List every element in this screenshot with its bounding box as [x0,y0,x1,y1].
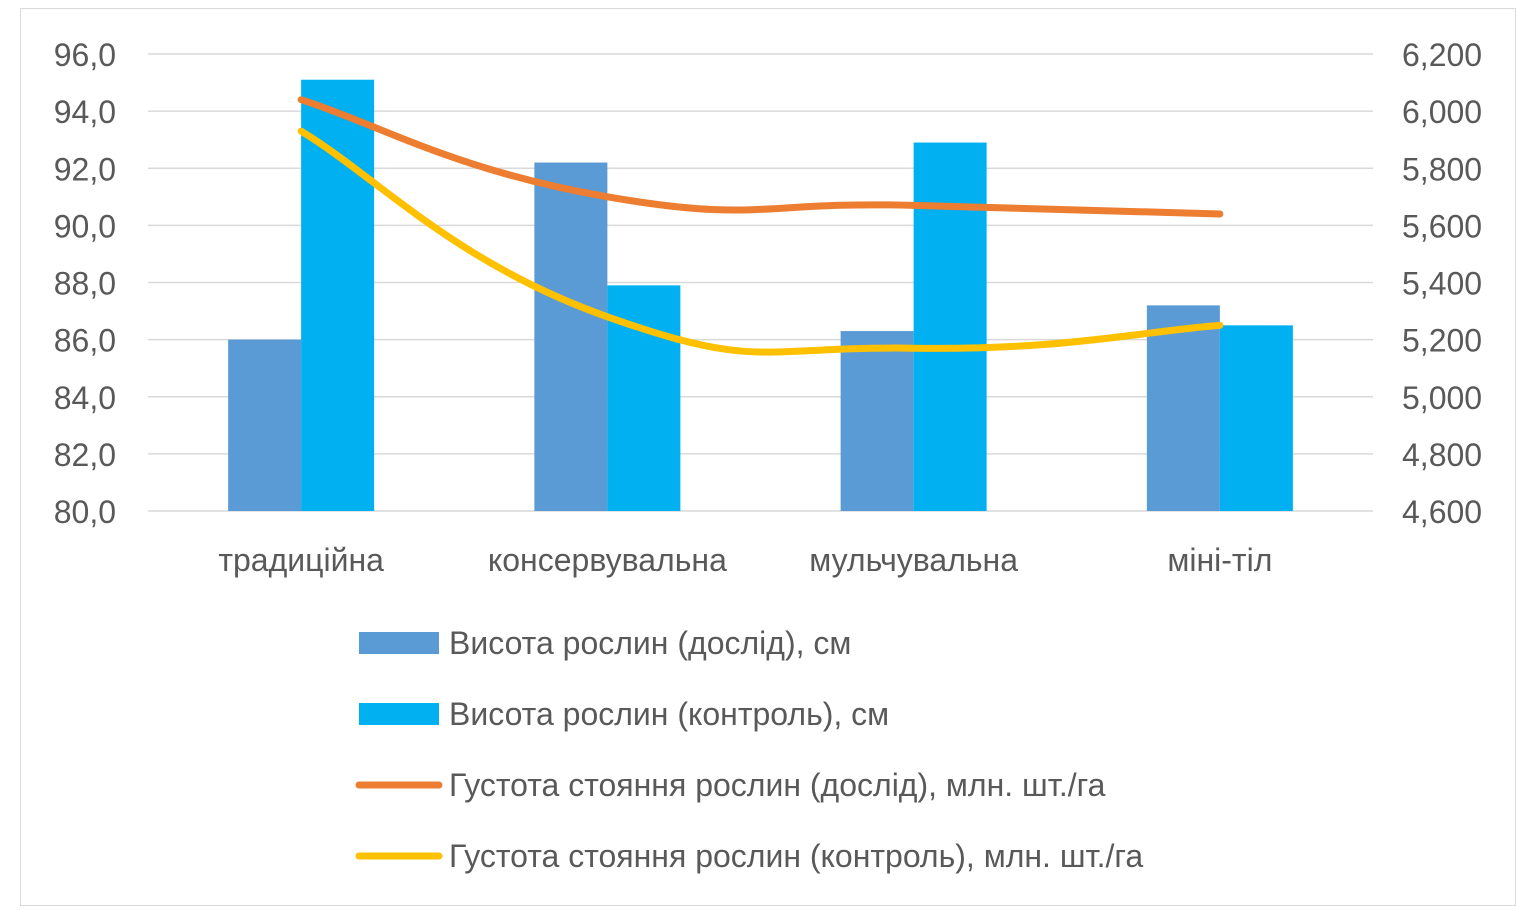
line-series [297,127,1224,356]
y-tick-label: 86,0 [54,323,116,359]
y2-tick-label: 5,000 [1402,380,1482,416]
y2-tick-label: 5,200 [1402,323,1482,359]
legend: Висота рослин (дослід), см Висота рослин … [355,625,1143,874]
legend-item: Густота стояння рослин (дослід), млн. шт… [355,767,1106,803]
legend-item: Висота рослин (контроль), см [359,696,889,732]
legend-swatch [359,632,439,654]
x-tick-label: мульчувальна [809,542,1018,578]
chart-svg: 80,0 4,600 82,0 4,800 84,0 5,000 86,0 5,200 88,0… [54,37,1482,874]
y-tick-label: 96,0 [54,37,116,73]
y-tick-label: 90,0 [54,208,116,244]
y-tick-label: 88,0 [54,266,116,302]
y-tick-label: 80,0 [54,494,116,530]
x-tick-label: консервувальна [488,542,727,578]
lines [297,96,1224,356]
x-tick-label: міні-тіл [1167,542,1272,578]
bar [301,79,375,512]
y-tick-label: 82,0 [54,437,116,473]
legend-swatch [359,703,439,725]
line-series [297,96,1224,218]
y2-tick-label: 5,600 [1402,208,1482,244]
chart-area: 80,0 4,600 82,0 4,800 84,0 5,000 86,0 5,200 88,0… [20,8,1516,906]
legend-label: Висота рослин (дослід), см [449,625,851,661]
bar [913,142,987,511]
legend-label: Густота стояння рослин (контроль), млн. … [449,838,1143,874]
axes: 80,0 4,600 82,0 4,800 84,0 5,000 86,0 5,200 88,0… [54,37,1482,578]
bar [1146,305,1220,511]
y2-tick-label: 6,200 [1402,37,1482,73]
bars [228,79,1293,512]
bar [228,339,302,511]
legend-item: Висота рослин (дослід), см [359,625,851,661]
y2-tick-label: 4,600 [1402,494,1482,530]
legend-label: Густота стояння рослин (дослід), млн. шт… [449,767,1106,803]
x-tick-label: традиційна [218,542,384,578]
bar [534,162,608,511]
y2-tick-label: 5,800 [1402,151,1482,187]
y2-tick-label: 5,400 [1402,266,1482,302]
y2-tick-label: 4,800 [1402,437,1482,473]
y2-tick-label: 6,000 [1402,94,1482,130]
y-tick-label: 84,0 [54,380,116,416]
y-tick-label: 94,0 [54,94,116,130]
legend-item: Густота стояння рослин (контроль), млн. … [355,838,1143,874]
bar [840,331,914,511]
bar [1219,325,1293,511]
legend-label: Висота рослин (контроль), см [449,696,889,732]
y-tick-label: 92,0 [54,151,116,187]
